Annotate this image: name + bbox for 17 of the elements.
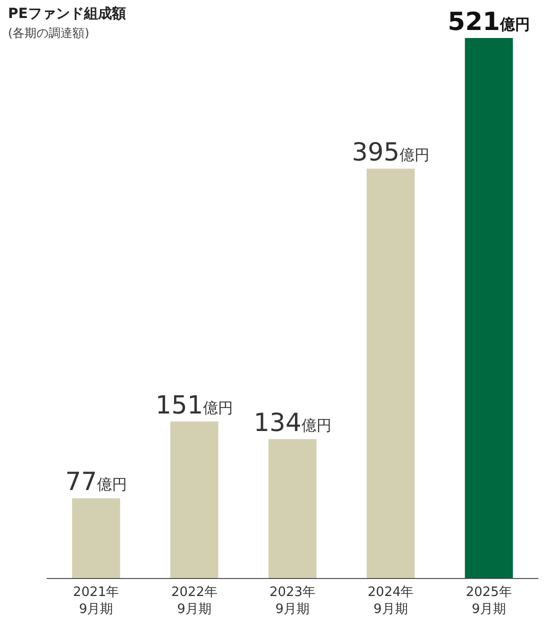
bar (366, 168, 415, 578)
x-tick-label: 2024年 9月期 (368, 585, 414, 617)
bar (170, 421, 218, 578)
data-label: 395億円 (352, 138, 430, 167)
data-label: 77億円 (65, 467, 128, 496)
x-tick-label: 2022年 9月期 (171, 585, 218, 617)
chart-subtitle: (各期の調達額) (8, 26, 90, 40)
x-tick-label: 2025年 9月期 (466, 585, 512, 617)
bar (72, 498, 120, 578)
bar (268, 439, 316, 578)
x-tick-label: 2023年 9月期 (269, 585, 316, 617)
data-label: 151億円 (155, 390, 234, 420)
data-label: 134億円 (254, 408, 332, 438)
chart-title: PEファンド組成額 (8, 5, 126, 22)
bar (464, 38, 513, 578)
data-label: 521億円 (448, 7, 530, 36)
x-tick-label: 2021年 9月期 (73, 585, 120, 617)
